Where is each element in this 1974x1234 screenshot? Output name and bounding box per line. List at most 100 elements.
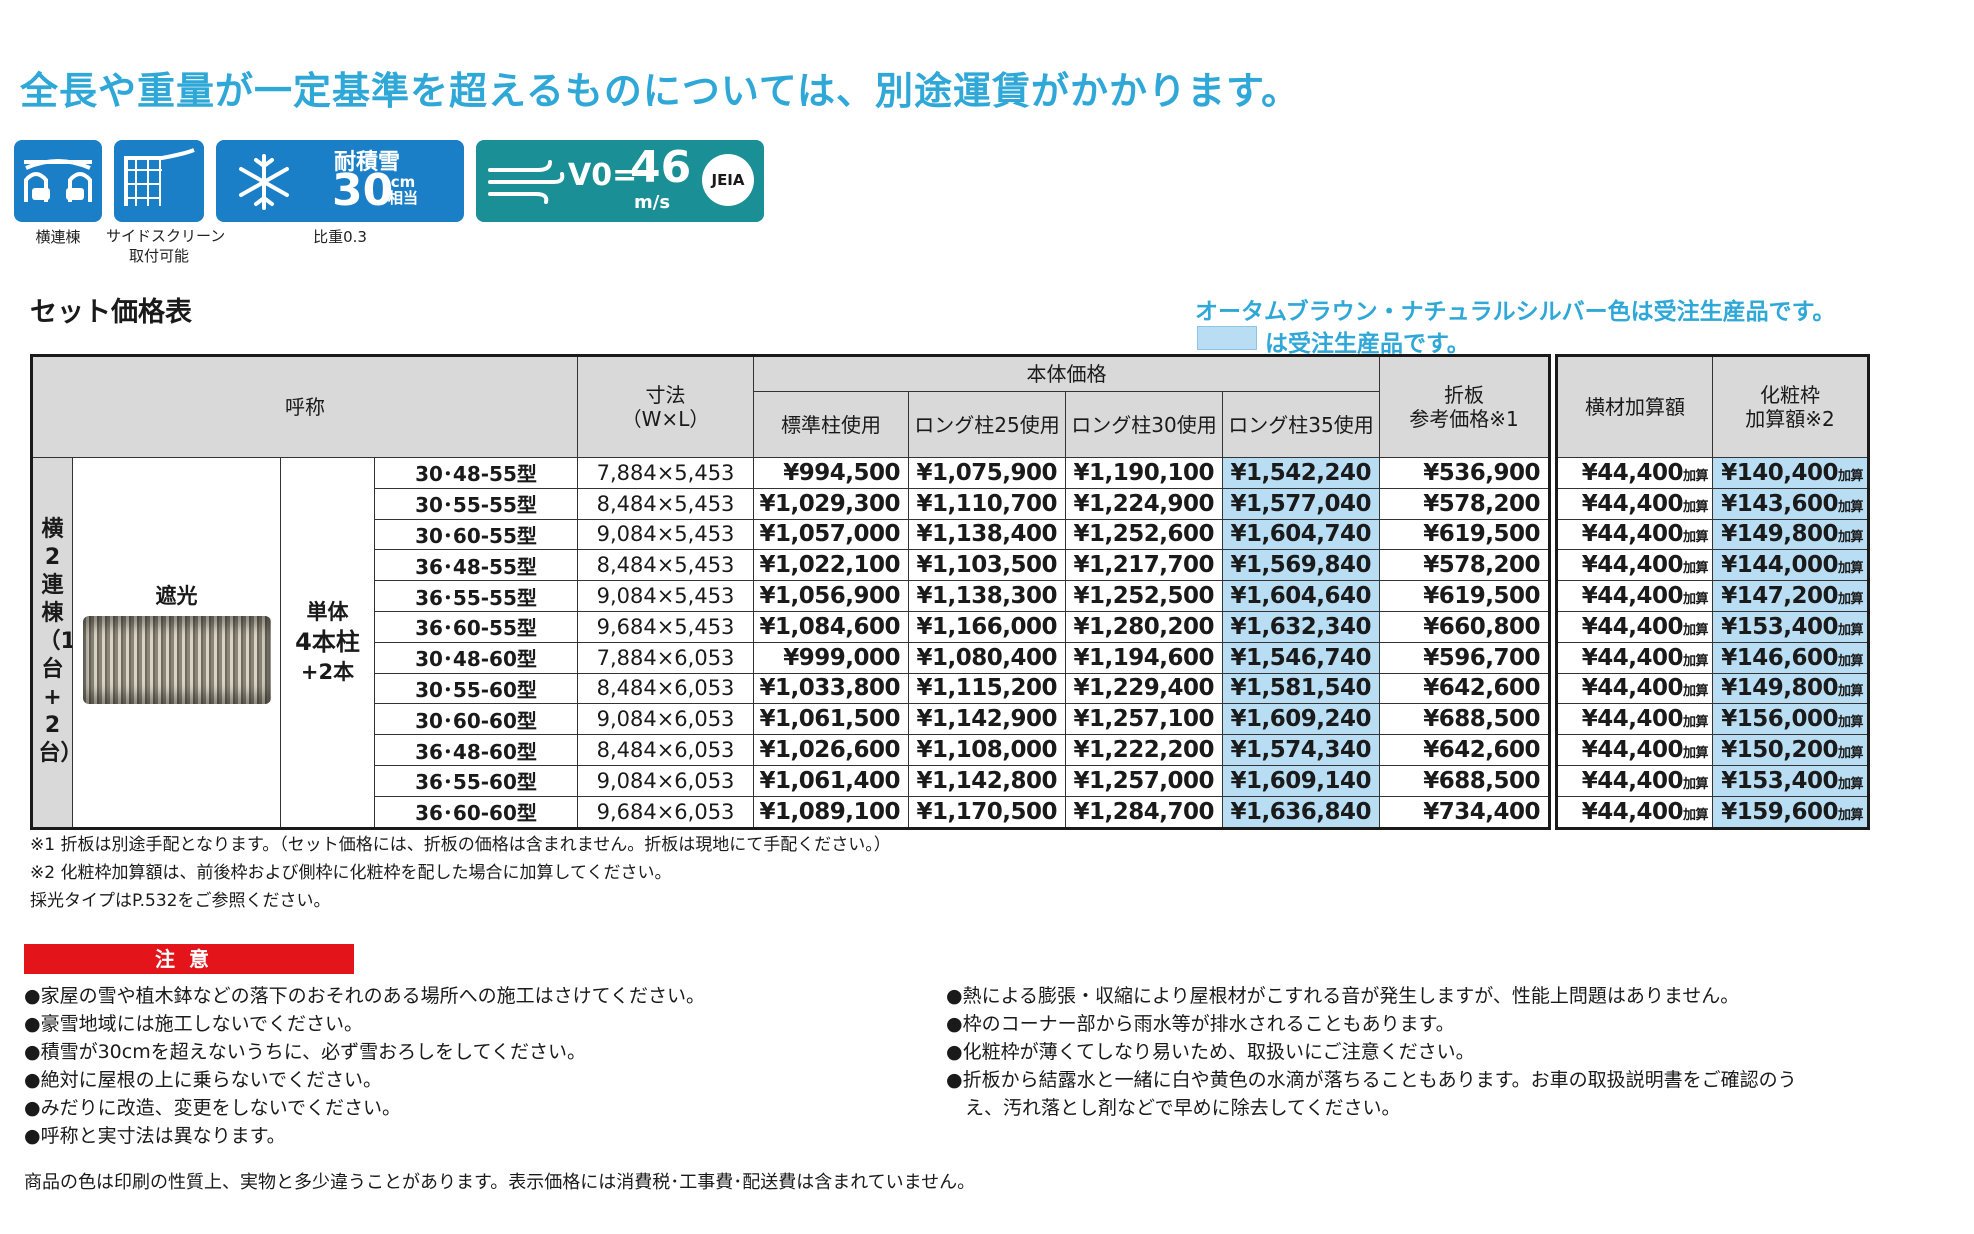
caution-item: え、汚れ落とし剤などで早めに除去してください。 — [946, 1097, 1401, 1119]
beam-value: ¥44,400 — [1581, 552, 1684, 579]
l35-price-cell: ¥1,569,840 — [1222, 549, 1380, 582]
screen-caption: サイドスクリーン 取付可能 — [106, 226, 226, 266]
screen-caption-line1: サイドスクリーン — [106, 227, 226, 245]
snowflake-icon — [239, 154, 289, 210]
l25-price-cell: ¥1,170,500 — [908, 795, 1066, 829]
l35-price-cell: ¥1,609,140 — [1222, 764, 1380, 797]
beam-suffix: 加算 — [1682, 530, 1709, 546]
caution-item: ●呼称と実寸法は異なります。 — [24, 1125, 286, 1147]
header-size-line2: （W×L） — [621, 407, 710, 431]
extra-row: ¥44,400加算 ¥146,600加算 — [1556, 641, 1869, 674]
deco-value: ¥156,000 — [1721, 706, 1838, 733]
beam-cell: ¥44,400加算 — [1556, 549, 1713, 582]
l35-price-cell: ¥1,604,640 — [1222, 580, 1380, 612]
beam-suffix: 加算 — [1682, 746, 1709, 762]
fold-price-cell: ¥688,500 — [1379, 764, 1550, 797]
beam-suffix: 加算 — [1682, 622, 1709, 638]
fold-price-cell: ¥660,800 — [1379, 610, 1550, 643]
model-cell: 36･60-55型 — [374, 610, 578, 643]
deco-suffix: 加算 — [1837, 592, 1864, 608]
std-price-cell: ¥1,061,400 — [753, 764, 909, 797]
l30-price-cell: ¥1,257,100 — [1065, 703, 1223, 736]
table-row: 36･55-55型 9,084×5,453 ¥1,056,900 ¥1,138,300… — [32, 580, 1550, 612]
beam-value: ¥44,400 — [1581, 490, 1684, 517]
l35-price-cell: ¥1,542,240 — [1222, 457, 1380, 489]
extra-row: ¥44,400加算 ¥149,800 加算 — [1556, 518, 1869, 551]
post-line1: 単体 — [306, 600, 349, 625]
beam-suffix: 加算 — [1682, 499, 1709, 515]
l25-price-cell: ¥1,115,200 — [908, 672, 1066, 705]
wind-badge: V0= 46 m/s JEIA — [476, 140, 764, 222]
extra-row: ¥44,400加算 ¥147,200加算 — [1556, 580, 1869, 612]
table-row: 30･48-60型 7,884×6,053 ¥999,000 ¥1,080,400 ¥1… — [32, 641, 1550, 674]
snow-label: 耐積雪 — [334, 150, 401, 175]
l25-price-cell: ¥1,075,900 — [908, 457, 1066, 489]
deco-cell: ¥150,200加算 — [1712, 734, 1869, 766]
deco-suffix: 加算 — [1837, 807, 1864, 823]
l35-price-cell: ¥1,574,340 — [1222, 734, 1380, 766]
model-cell: 30･60-60型 — [374, 703, 578, 736]
l30-price-cell: ¥1,222,200 — [1065, 734, 1223, 766]
fold-price-cell: ¥734,400 — [1379, 795, 1550, 829]
l25-price-cell: ¥1,142,800 — [908, 764, 1066, 797]
deco-cell: ¥153,400加算 — [1712, 610, 1869, 643]
price-table: 呼称 寸法 （W×L） 本体価格 折板 参考価格※1 標準柱使用 ロング柱25使… — [30, 354, 1551, 830]
caution-item: ●枠のコーナー部から雨水等が排水されることもあります。 — [946, 1013, 1455, 1035]
extra-row: ¥44,400加算 ¥144,000加算 — [1556, 549, 1869, 582]
extra-row: ¥44,400加算 ¥150,200加算 — [1556, 734, 1869, 766]
header-std: 標準柱使用 — [753, 391, 909, 458]
extra-row: ¥44,400加算 ¥153,400加算 — [1556, 610, 1869, 643]
notice-custom-order: は受注生産品です。 — [1265, 331, 1470, 357]
deco-value: ¥149,800 — [1721, 521, 1838, 548]
caution-item: ●熱による膨張・収縮により屋根材がこすれる音が発生しますが、性能上問題はありませ… — [946, 985, 1740, 1007]
deco-value: ¥159,600 — [1721, 798, 1838, 825]
caution-item: ●家屋の雪や植木鉢などの落下のおそれのある場所への施工はさけてください。 — [24, 985, 706, 1007]
caution-item: ●折板から結露水と一緒に白や黄色の水滴が落ちることもあります。お車の取扱説明書を… — [946, 1069, 1797, 1091]
carport-horizontal-icon — [14, 140, 102, 222]
l35-price-cell: ¥1,632,340 — [1222, 610, 1380, 643]
beam-cell: ¥44,400加算 — [1556, 641, 1713, 674]
l30-price-cell: ¥1,252,500 — [1065, 580, 1223, 612]
table-row: 30･55-60型 8,484×6,053 ¥1,033,800 ¥1,115,200… — [32, 672, 1550, 705]
l35-price-cell: ¥1,636,840 — [1222, 795, 1380, 829]
beam-value: ¥44,400 — [1581, 459, 1684, 486]
l30-price-cell: ¥1,252,600 — [1065, 518, 1223, 551]
model-cell: 30･48-60型 — [374, 641, 578, 674]
bottom-note: 商品の色は印刷の性質上、実物と多少違うことがあります。表示価格には消費税･工事費… — [24, 1172, 976, 1193]
beam-suffix: 加算 — [1682, 592, 1709, 608]
deco-value: ¥153,400 — [1721, 767, 1838, 794]
std-price-cell: ¥1,022,100 — [753, 549, 909, 582]
deco-value: ¥149,800 — [1721, 675, 1838, 702]
size-cell: 7,884×5,453 — [577, 457, 754, 489]
beam-value: ¥44,400 — [1581, 737, 1684, 764]
table-row: 30･60-60型 9,084×6,053 ¥1,061,500 ¥1,142,900… — [32, 703, 1550, 736]
notice-custom-color: オータムブラウン・ナチュラルシルバー色は受注生産品です。 — [1195, 299, 1836, 325]
deco-suffix: 加算 — [1837, 561, 1864, 577]
size-cell: 8,484×5,453 — [577, 549, 754, 582]
deco-value: ¥146,600 — [1721, 644, 1838, 671]
l30-price-cell: ¥1,229,400 — [1065, 672, 1223, 705]
snow-load-badge: 耐積雪 30 cm 相当 — [216, 140, 464, 222]
beam-cell: ¥44,400加算 — [1556, 518, 1713, 551]
deco-suffix: 加算 — [1837, 499, 1864, 515]
beam-cell: ¥44,400加算 — [1556, 764, 1713, 797]
custom-order-swatch — [1197, 326, 1257, 350]
beam-suffix: 加算 — [1682, 561, 1709, 577]
extra-row: ¥44,400加算 ¥140,400加算 — [1556, 457, 1869, 489]
fold-price-cell: ¥578,200 — [1379, 487, 1550, 520]
std-price-cell: ¥999,000 — [753, 641, 909, 674]
deco-value: ¥144,000 — [1721, 552, 1838, 579]
model-cell: 30･48-55型 — [374, 457, 578, 489]
l30-price-cell: ¥1,194,600 — [1065, 641, 1223, 674]
table-row: 36･60-55型 9,684×5,453 ¥1,084,600 ¥1,166,000… — [32, 610, 1550, 643]
std-price-cell: ¥1,033,800 — [753, 672, 909, 705]
size-cell: 8,484×6,053 — [577, 672, 754, 705]
header-beam: 横材加算額 — [1556, 355, 1713, 458]
footnote-3: 採光タイプはP.532をご参照ください。 — [30, 891, 331, 911]
post-line3: +2本 — [300, 660, 355, 685]
post-line2: 4本柱 — [295, 628, 360, 657]
deco-value: ¥143,600 — [1721, 490, 1838, 517]
caution-item: ●みだりに改造、変更をしないでください。 — [24, 1097, 402, 1119]
side-screen-icon — [114, 140, 204, 222]
fold-price-cell: ¥642,600 — [1379, 734, 1550, 766]
